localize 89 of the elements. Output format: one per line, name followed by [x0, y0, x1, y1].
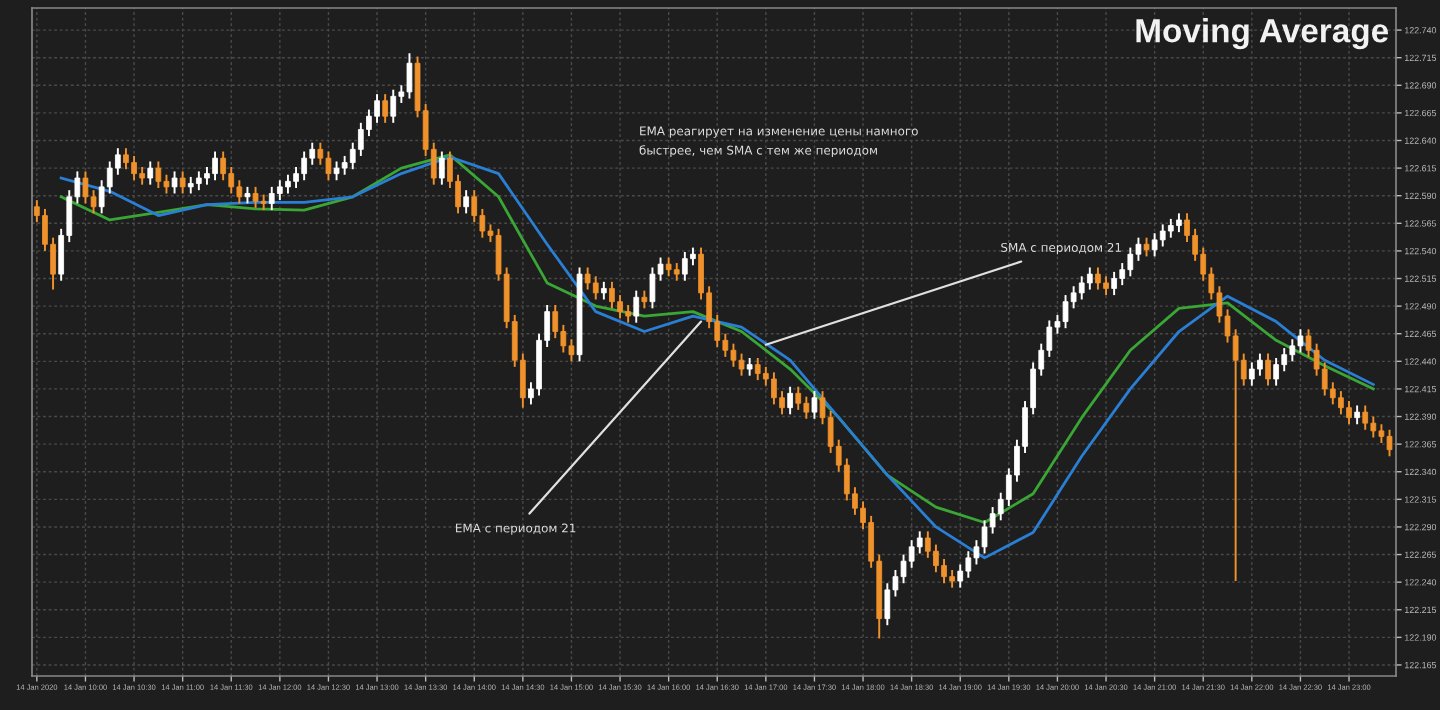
candlestick: [1062, 294, 1069, 330]
candlestick: [1176, 212, 1182, 234]
candlestick: [309, 141, 316, 166]
candlestick: [277, 179, 283, 202]
candlestick: [609, 280, 615, 310]
candlestick: [285, 173, 291, 195]
candlestick: [803, 395, 810, 420]
candlestick: [374, 93, 380, 124]
candlestick: [900, 553, 907, 585]
candlestick: [252, 185, 259, 209]
candlestick: [123, 147, 129, 171]
candlestick: [1086, 266, 1093, 291]
candlestick: [738, 352, 745, 377]
candlestick: [293, 166, 299, 189]
candlestick: [382, 93, 388, 124]
candlestick: [649, 266, 656, 310]
candlestick: [1167, 217, 1174, 239]
candlestick: [1143, 236, 1150, 258]
candlestick: [463, 189, 469, 215]
candlestick: [941, 557, 947, 585]
candlestick: [754, 357, 761, 382]
candlestick: [665, 256, 672, 278]
candlestick: [1078, 275, 1085, 301]
candlestick: [908, 539, 915, 569]
candlestick: [592, 275, 599, 301]
candlestick: [1297, 328, 1304, 354]
candlestick: [1151, 232, 1158, 258]
candlestick: [82, 170, 89, 205]
candlestick: [924, 530, 931, 559]
candlestick: [301, 150, 307, 182]
candlestick: [1257, 352, 1263, 377]
candlestick: [196, 170, 202, 192]
candlestick: [884, 582, 891, 627]
candlestick: [1386, 428, 1393, 458]
candlestick: [1135, 236, 1142, 262]
candlestick: [795, 385, 802, 411]
candlestick: [1370, 415, 1377, 439]
candlestick: [131, 154, 137, 182]
candlestick: [341, 154, 348, 176]
candlestick: [236, 179, 243, 205]
candlestick: [317, 141, 324, 166]
candlestick: [1127, 246, 1134, 278]
candlestick: [325, 150, 332, 182]
candlestick: [1265, 352, 1271, 387]
candlestick: [1378, 423, 1385, 444]
candlestick: [179, 170, 186, 195]
candlestick: [584, 266, 591, 291]
candlestick: [933, 543, 939, 574]
candlestick: [1273, 357, 1279, 387]
candlestick: [916, 530, 923, 555]
candlestick: [1095, 266, 1101, 291]
candlestick: [439, 150, 445, 186]
candlestick: [965, 550, 972, 579]
candlestick: [147, 160, 154, 186]
candlestick: [568, 338, 575, 363]
candlestick: [1346, 400, 1352, 426]
candlestick: [1159, 223, 1166, 248]
candlestick: [268, 185, 275, 212]
candlestick: [358, 121, 364, 157]
candlestick: [1248, 361, 1255, 387]
candlestick: [220, 150, 226, 182]
candlestick: [1289, 338, 1296, 363]
candlestick: [771, 371, 777, 406]
candlestick: [552, 304, 559, 340]
candlestick: [617, 294, 623, 320]
candlestick: [333, 160, 340, 182]
chart-title: Moving Average: [1136, 18, 1389, 50]
candlestick: [1362, 404, 1369, 431]
candlestick: [1111, 270, 1117, 297]
candlestick: [1119, 262, 1126, 287]
candlestick: [1338, 390, 1344, 416]
candlestick: [1281, 347, 1288, 373]
candlestick: [212, 150, 218, 182]
candlestick: [1103, 275, 1109, 297]
candlestick: [681, 251, 688, 282]
candlestick: [811, 390, 818, 420]
candlestick: [787, 385, 793, 416]
candlestick: [981, 519, 988, 555]
candlestick: [390, 88, 397, 124]
candlestick: [163, 173, 170, 195]
candlestick: [228, 166, 235, 195]
candlestick: [633, 289, 640, 324]
candlestick: [1354, 404, 1360, 426]
candlestick: [957, 563, 964, 589]
candlestick: [155, 160, 162, 189]
candlestick: [171, 170, 178, 195]
candlestick: [471, 189, 478, 224]
candlestick: [730, 342, 737, 368]
candlestick: [406, 52, 413, 100]
